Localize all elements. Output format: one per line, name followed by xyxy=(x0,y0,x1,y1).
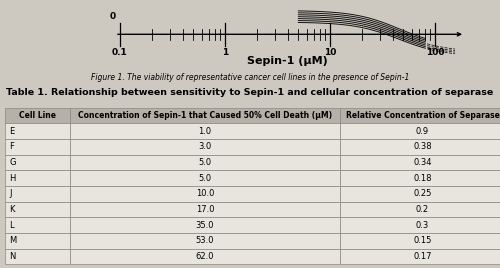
Text: J: J xyxy=(9,189,12,198)
Bar xyxy=(70,202,340,217)
Bar xyxy=(5,186,70,202)
Bar xyxy=(5,233,70,249)
Text: 0.18: 0.18 xyxy=(414,174,432,183)
Text: 0.15: 0.15 xyxy=(414,236,432,245)
Bar xyxy=(5,170,70,186)
Text: N: N xyxy=(9,252,16,261)
Bar xyxy=(70,249,340,264)
Text: Cell Line: Cell Line xyxy=(19,111,56,120)
Text: M: M xyxy=(9,236,16,245)
Text: 0.25: 0.25 xyxy=(414,189,432,198)
Bar xyxy=(70,233,340,249)
Bar xyxy=(340,202,500,217)
Bar xyxy=(5,217,70,233)
Text: 5.0: 5.0 xyxy=(198,174,211,183)
Bar xyxy=(5,139,70,155)
Text: 17.0: 17.0 xyxy=(196,205,214,214)
Text: 0.34: 0.34 xyxy=(414,158,432,167)
Bar xyxy=(340,233,500,249)
Text: 100: 100 xyxy=(426,49,444,57)
Bar xyxy=(5,249,70,264)
Text: 0.1: 0.1 xyxy=(112,49,128,57)
Text: Relative Concentration of Separase: Relative Concentration of Separase xyxy=(346,111,500,120)
Bar xyxy=(340,123,500,139)
Text: Concentration of Sepin-1 that Caused 50% Cell Death (μM): Concentration of Sepin-1 that Caused 50%… xyxy=(78,111,332,120)
Text: 0.2: 0.2 xyxy=(416,205,429,214)
Text: 0.3: 0.3 xyxy=(416,221,429,230)
Bar xyxy=(5,108,70,123)
Text: 0.9: 0.9 xyxy=(416,127,429,136)
Text: 0.38: 0.38 xyxy=(413,142,432,151)
Bar xyxy=(340,108,500,123)
Text: H: H xyxy=(9,174,16,183)
Text: K: K xyxy=(9,205,15,214)
Bar xyxy=(340,170,500,186)
Text: Table 1. Relationship between sensitivity to Sepin-1 and cellular concentration : Table 1. Relationship between sensitivit… xyxy=(6,88,494,98)
Bar xyxy=(70,139,340,155)
Bar xyxy=(70,108,340,123)
Bar xyxy=(70,123,340,139)
Text: 5.0: 5.0 xyxy=(198,158,211,167)
Bar xyxy=(5,123,70,139)
Text: L: L xyxy=(9,221,14,230)
Text: 53.0: 53.0 xyxy=(196,236,214,245)
Text: 35.0: 35.0 xyxy=(196,221,214,230)
Text: G: G xyxy=(9,158,16,167)
Bar xyxy=(340,186,500,202)
Bar xyxy=(340,249,500,264)
Bar xyxy=(340,139,500,155)
Text: 3.0: 3.0 xyxy=(198,142,211,151)
Text: F: F xyxy=(9,142,14,151)
Text: E: E xyxy=(9,127,15,136)
Bar xyxy=(70,170,340,186)
Bar xyxy=(340,155,500,170)
Text: 10: 10 xyxy=(324,49,336,57)
Text: 10.0: 10.0 xyxy=(196,189,214,198)
Bar xyxy=(5,202,70,217)
Text: 1: 1 xyxy=(222,49,228,57)
Text: 0: 0 xyxy=(110,12,116,21)
Text: 1.0: 1.0 xyxy=(198,127,211,136)
Text: Figure 1. The viability of representative cancer cell lines in the presence of S: Figure 1. The viability of representativ… xyxy=(91,73,409,82)
Bar xyxy=(340,217,500,233)
Bar xyxy=(70,155,340,170)
Bar xyxy=(70,186,340,202)
Bar xyxy=(70,217,340,233)
Bar xyxy=(5,155,70,170)
Text: Sepin-1 (μM): Sepin-1 (μM) xyxy=(247,57,328,66)
Text: 62.0: 62.0 xyxy=(196,252,214,261)
Text: 0.17: 0.17 xyxy=(414,252,432,261)
